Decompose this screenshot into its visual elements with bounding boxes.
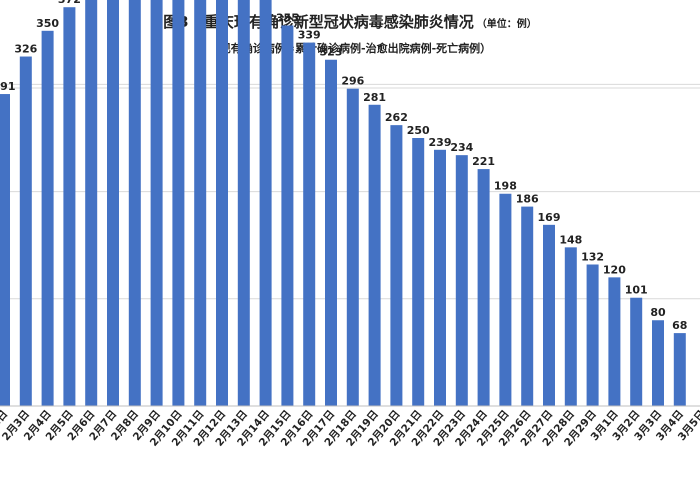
bar — [128, 0, 141, 407]
bar — [259, 0, 272, 406]
data-label: 221 — [472, 155, 495, 168]
bar — [303, 42, 316, 406]
bar — [237, 0, 250, 406]
data-label: 120 — [603, 263, 626, 276]
bar — [477, 169, 490, 406]
chart-subtitle: （现有确诊病例=累计确诊病例-治愈出院病例-死亡病例） — [208, 42, 492, 55]
data-label: 169 — [538, 211, 561, 224]
bar — [455, 155, 468, 406]
data-label: 80 — [650, 306, 666, 319]
bar — [434, 149, 446, 407]
bar — [564, 247, 577, 406]
bar — [390, 125, 403, 407]
bar — [172, 0, 185, 407]
bar — [521, 206, 534, 406]
bar — [19, 56, 32, 406]
data-label: 339 — [298, 29, 321, 42]
data-label: 101 — [625, 284, 648, 297]
data-label: 281 — [363, 91, 386, 104]
data-label: 186 — [516, 193, 539, 206]
data-label: 250 — [407, 124, 430, 137]
data-label: 239 — [429, 136, 452, 149]
bar — [499, 193, 512, 406]
bar — [630, 297, 643, 406]
bar — [346, 88, 359, 407]
bar — [0, 94, 10, 406]
chart-title-unit: （单位：例） — [476, 19, 537, 30]
bar — [150, 0, 163, 407]
bar — [325, 59, 337, 407]
data-label: 291 — [0, 80, 15, 93]
bar — [652, 320, 664, 406]
bar — [107, 0, 119, 406]
data-label: 296 — [341, 75, 364, 88]
bar — [216, 0, 228, 406]
bar — [586, 264, 599, 406]
bar — [194, 0, 207, 406]
data-label: 372 — [58, 0, 81, 6]
data-label: 355 — [276, 11, 299, 24]
bar — [41, 30, 54, 407]
data-label: 350 — [36, 17, 59, 30]
data-label: 323 — [320, 46, 343, 59]
data-label: 68 — [672, 319, 687, 332]
bar — [673, 333, 686, 406]
data-label: 132 — [581, 250, 604, 263]
bar — [543, 224, 555, 406]
data-label: 148 — [559, 233, 582, 246]
bar — [368, 104, 381, 406]
bar — [85, 0, 98, 407]
bar — [281, 25, 294, 406]
data-label: 262 — [385, 111, 408, 124]
bar — [608, 277, 621, 406]
bar — [63, 7, 76, 406]
bar — [412, 138, 425, 406]
data-label: 198 — [494, 180, 517, 193]
data-label: 234 — [450, 141, 473, 154]
data-label: 326 — [14, 43, 37, 56]
